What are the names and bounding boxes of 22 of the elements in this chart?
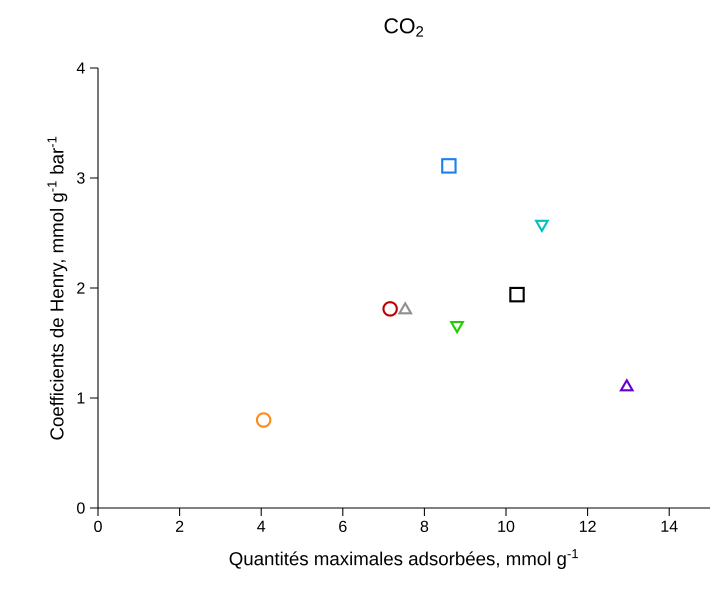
y-tick-label: 2 bbox=[77, 282, 84, 294]
x-tick-label: 8 bbox=[420, 520, 428, 532]
x-tick-label: 14 bbox=[662, 520, 678, 532]
x-tick-label: 10 bbox=[498, 520, 514, 532]
x-tick-label: 12 bbox=[580, 520, 596, 532]
point bbox=[535, 220, 549, 232]
point bbox=[256, 412, 272, 428]
point bbox=[509, 286, 525, 302]
y-tick-label: 3 bbox=[77, 172, 85, 184]
y-axis-title: Coefficients de Henry, mmol g$^{-1}$ bar$^{-1}$ bbox=[47, 136, 68, 440]
x-tick-label: 6 bbox=[339, 520, 347, 532]
y-tick-label: 0 bbox=[77, 502, 85, 514]
point bbox=[441, 158, 457, 174]
x-tick-label: 0 bbox=[94, 520, 102, 532]
x-axis-title: Quantités maximales adsorbées, mmol g$^{-1}$ bbox=[230, 549, 578, 570]
chart-title: CO$_{2}$ bbox=[384, 18, 424, 37]
point bbox=[382, 301, 398, 317]
x-tick-label: 4 bbox=[257, 520, 266, 532]
y-tick-label: 4 bbox=[76, 62, 85, 74]
y-tick-label: 1 bbox=[78, 392, 85, 404]
point bbox=[450, 320, 464, 334]
x-tick-label: 2 bbox=[176, 520, 184, 532]
